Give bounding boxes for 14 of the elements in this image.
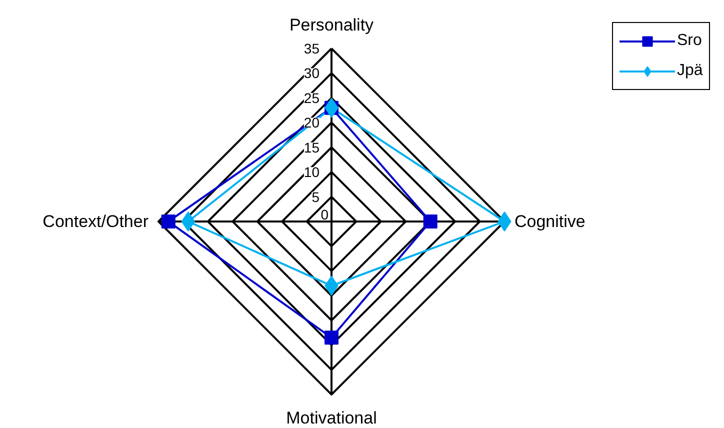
legend-label: Jpä: [677, 62, 703, 80]
spoke-label: Personality: [289, 16, 374, 34]
y-tick-label: 5: [312, 188, 320, 205]
y-tick-label: 0: [320, 206, 329, 222]
spoke-label: Motivational: [286, 408, 377, 428]
y-tick-label: 15: [304, 139, 320, 156]
y-tick-label: 30: [304, 65, 320, 82]
y-tick-label: 25: [304, 90, 320, 106]
y-tick-label: 35: [304, 40, 320, 56]
y-tick-label: 20: [304, 114, 320, 131]
legend-label: Sro: [677, 32, 702, 50]
spoke-label: Cognitive: [514, 212, 586, 231]
y-tick-label: 10: [304, 164, 320, 180]
spoke-label: Context/Other: [42, 212, 149, 231]
